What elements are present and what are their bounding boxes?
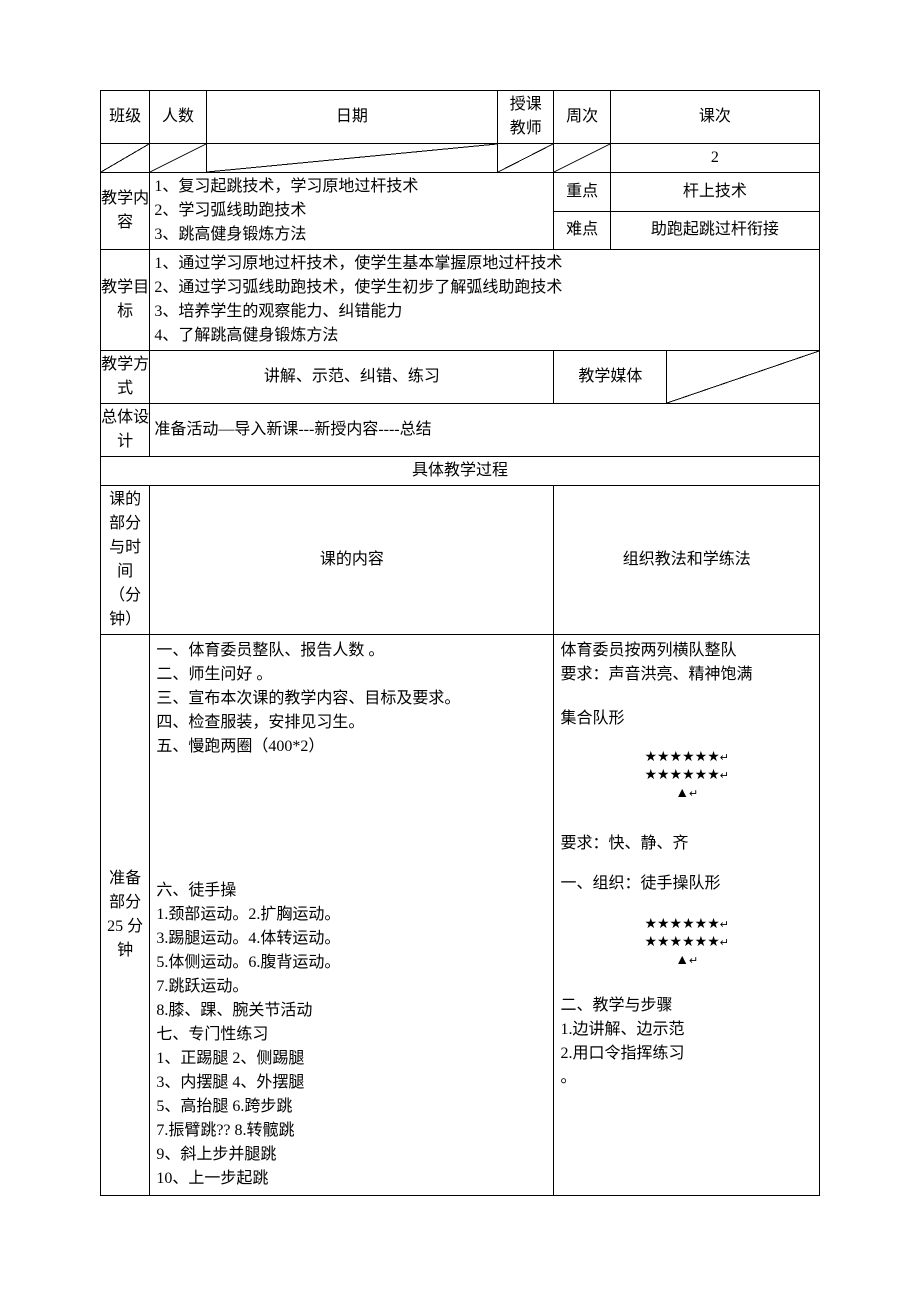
org-line-6: 二、教学与步骤 xyxy=(560,994,813,1018)
val-lesson: 2 xyxy=(610,144,819,173)
method-row: 教学方式 讲解、示范、纠错、练习 教学媒体 xyxy=(101,351,820,404)
prep-row: 准备部分 25 分钟 一、体育委员整队、报告人数 。 二、师生问好 。 三、宣布… xyxy=(101,635,820,1196)
method-label: 教学方式 xyxy=(101,351,150,404)
design-row: 总体设计 准备活动—导入新课---新授内容----总结 xyxy=(101,404,820,457)
process-header-row: 具体教学过程 xyxy=(101,457,820,486)
diff-value: 助跑起跳过杆衔接 xyxy=(610,211,819,250)
formation-1: ★★★★★★↵ ★★★★★★↵ ▲↵ xyxy=(560,743,813,810)
hdr-lesson: 课次 xyxy=(610,91,819,144)
diff-label: 难点 xyxy=(554,211,610,250)
org-line-5: 一、组织：徒手操队形 xyxy=(560,872,813,896)
org-line-9: 。 xyxy=(560,1066,813,1090)
val-date xyxy=(206,144,497,173)
process-header: 具体教学过程 xyxy=(101,457,820,486)
goals-label: 教学目标 xyxy=(101,250,150,351)
key-label: 重点 xyxy=(554,173,610,212)
media-value xyxy=(667,351,820,404)
hdr-week: 周次 xyxy=(554,91,610,144)
proc-col-1: 课的部分与时间（分钟） xyxy=(101,486,150,635)
spacer xyxy=(560,687,813,707)
spacer xyxy=(560,731,813,743)
val-teacher xyxy=(498,144,554,173)
val-class xyxy=(101,144,150,173)
hdr-date: 日期 xyxy=(206,91,497,144)
design-label: 总体设计 xyxy=(101,404,150,457)
key-value: 杆上技术 xyxy=(610,173,819,212)
prep-content: 一、体育委员整队、报告人数 。 二、师生问好 。 三、宣布本次课的教学内容、目标… xyxy=(150,635,554,1196)
spacer xyxy=(560,810,813,832)
goals-row: 教学目标 1、通过学习原地过杆技术，使学生基本掌握原地过杆技术 2、通过学习弧线… xyxy=(101,250,820,351)
hdr-class: 班级 xyxy=(101,91,150,144)
val-week xyxy=(554,144,610,173)
prep-org: 体育委员按两列横队整队 要求：声音洪亮、精神饱满 集合队形 ★★★★★★↵ ★★… xyxy=(554,635,820,1196)
proc-col-3: 组织教法和学练法 xyxy=(554,486,820,635)
teach-content-label: 教学内容 xyxy=(101,173,150,250)
teach-content-text: 1、复习起跳技术，学习原地过杆技术 2、学习弧线助跑技术 3、跳高健身锻炼方法 xyxy=(150,173,554,250)
org-line-8: 2.用口令指挥练习 xyxy=(560,1042,813,1066)
method-value: 讲解、示范、纠错、练习 xyxy=(150,351,554,404)
hdr-teacher: 授课教师 xyxy=(498,91,554,144)
spacer xyxy=(560,896,813,910)
org-line-2: 要求：声音洪亮、精神饱满 xyxy=(560,663,813,687)
lesson-plan-table: 班级 人数 日期 授课教师 周次 课次 2 教学内容 1、复习起跳技术，学习原地… xyxy=(100,90,820,1196)
spacer xyxy=(560,976,813,994)
hdr-count: 人数 xyxy=(150,91,206,144)
goals-text: 1、通过学习原地过杆技术，使学生基本掌握原地过杆技术 2、通过学习弧线助跑技术，… xyxy=(150,250,820,351)
design-value: 准备活动—导入新课---新授内容----总结 xyxy=(150,404,820,457)
org-line-4: 要求：快、静、齐 xyxy=(560,832,813,856)
content-row-1: 教学内容 1、复习起跳技术，学习原地过杆技术 2、学习弧线助跑技术 3、跳高健身… xyxy=(101,173,820,212)
proc-col-2: 课的内容 xyxy=(150,486,554,635)
process-cols-row: 课的部分与时间（分钟） 课的内容 组织教法和学练法 xyxy=(101,486,820,635)
header-values-row: 2 xyxy=(101,144,820,173)
media-label: 教学媒体 xyxy=(554,351,667,404)
org-line-1: 体育委员按两列横队整队 xyxy=(560,639,813,663)
spacer xyxy=(560,856,813,872)
org-line-3: 集合队形 xyxy=(560,707,813,731)
formation-2: ★★★★★★↵ ★★★★★★↵ ▲↵ xyxy=(560,910,813,977)
val-count xyxy=(150,144,206,173)
org-line-7: 1.边讲解、边示范 xyxy=(560,1018,813,1042)
header-row: 班级 人数 日期 授课教师 周次 课次 xyxy=(101,91,820,144)
prep-label: 准备部分 25 分钟 xyxy=(101,635,150,1196)
